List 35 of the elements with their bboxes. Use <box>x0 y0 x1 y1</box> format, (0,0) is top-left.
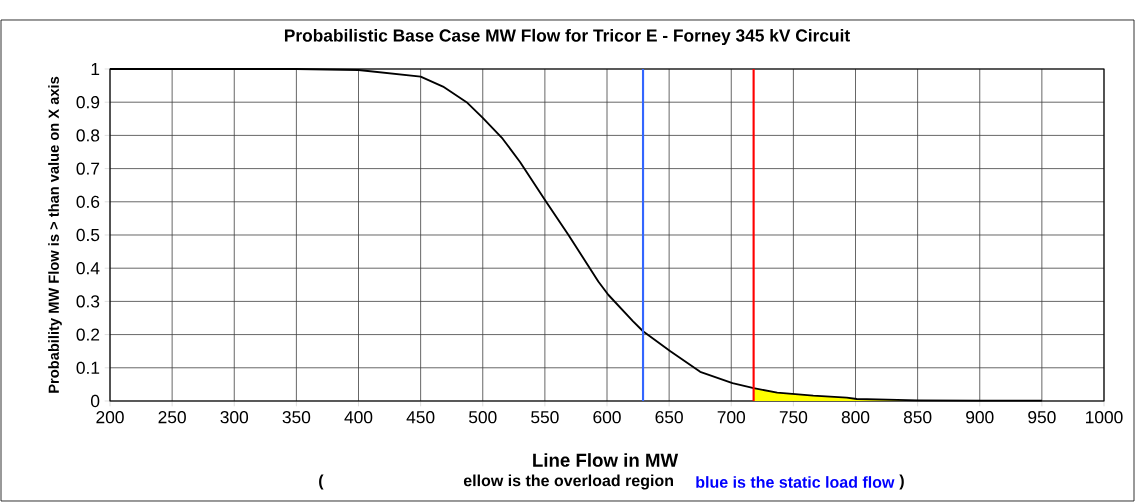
y-tick-label: 0.5 <box>76 228 100 242</box>
x-tick-label: 650 <box>655 411 683 424</box>
x-axis-title: Line Flow in MW <box>533 453 679 467</box>
x-tick-label: 600 <box>593 411 621 424</box>
y-tick-label: 0.6 <box>76 195 100 208</box>
x-tick-label: 850 <box>903 411 932 424</box>
x-tick-label: 250 <box>158 411 186 424</box>
x-tick-label: 700 <box>717 411 746 424</box>
y-tick-label: 1 <box>91 63 100 75</box>
chart-title: Probabilistic Base Case MW Flow for Tricor E - Forney 345 kV Circuit <box>284 28 850 46</box>
x-tick-label: 350 <box>282 411 311 424</box>
x-tick-label: 200 <box>96 411 124 424</box>
text: blue is the static load flow <box>696 476 895 488</box>
x-tick-label: 950 <box>1028 411 1056 424</box>
x-tick-label: 450 <box>406 411 435 424</box>
x-tick-label: 300 <box>220 411 249 424</box>
text: ) <box>899 474 904 490</box>
y-tick-label: 0.1 <box>76 361 100 374</box>
y-tick-label: 0.3 <box>76 295 100 308</box>
text: ( <box>319 474 324 490</box>
x-tick-label: 550 <box>531 411 559 424</box>
x-tick-label: 750 <box>779 411 808 424</box>
y-tick-label: 0.7 <box>76 162 100 175</box>
x-tick-label: 1000 <box>1086 411 1123 424</box>
x-tick-label: 400 <box>344 411 373 424</box>
y-tick-label: 0 <box>91 394 100 408</box>
y-tick-label: 0.9 <box>76 96 100 109</box>
x-tick-label: 900 <box>966 411 994 424</box>
text: ellow is the overload region <box>463 474 673 490</box>
y-axis-title: Probability MW Flow is > than value on X axis <box>48 76 62 393</box>
x-tick-label: 800 <box>841 411 870 424</box>
x-tick-label: 500 <box>468 411 497 424</box>
y-tick-label: 0.8 <box>76 129 100 142</box>
y-tick-label: 0.2 <box>76 328 100 341</box>
y-tick-label: 0.4 <box>76 262 100 275</box>
